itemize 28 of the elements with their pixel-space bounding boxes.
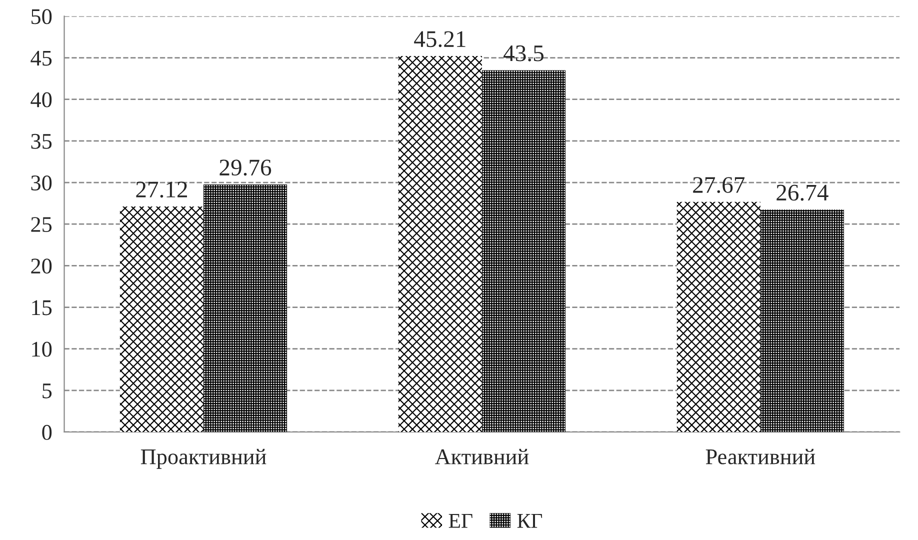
x-tick-label: Проактивний — [140, 448, 266, 469]
data-label: 29.76 — [220, 160, 272, 176]
legend-label: КГ — [517, 514, 542, 528]
y-tick-label: 15 — [32, 300, 52, 316]
bar — [760, 210, 844, 432]
y-tick-label: 20 — [31, 258, 52, 274]
data-label: 43.5 — [504, 45, 544, 62]
x-tick-label: Реактивний — [706, 448, 816, 464]
bar — [120, 206, 204, 432]
y-tick-label: 30 — [31, 175, 52, 190]
bar — [203, 184, 288, 432]
data-label: 27.67 — [693, 177, 745, 194]
y-tick-label: 25 — [31, 217, 52, 232]
data-label: 26.74 — [776, 184, 828, 201]
y-tick-label: 35 — [31, 134, 52, 149]
y-tick-label: 5 — [42, 384, 52, 398]
y-tick-label: 45 — [30, 50, 52, 66]
y-tick-label: 40 — [30, 92, 52, 108]
y-tick-label: 0 — [42, 424, 52, 440]
bar — [676, 202, 760, 432]
legend-label: ЕГ — [448, 514, 472, 528]
y-tick-label: 50 — [32, 9, 52, 24]
bar — [398, 56, 482, 432]
x-tick-label: Активний — [435, 448, 529, 464]
y-tick-label: 10 — [32, 342, 52, 357]
data-label: 45.21 — [414, 31, 466, 48]
data-label: 27.12 — [136, 182, 187, 198]
bar — [482, 70, 566, 432]
